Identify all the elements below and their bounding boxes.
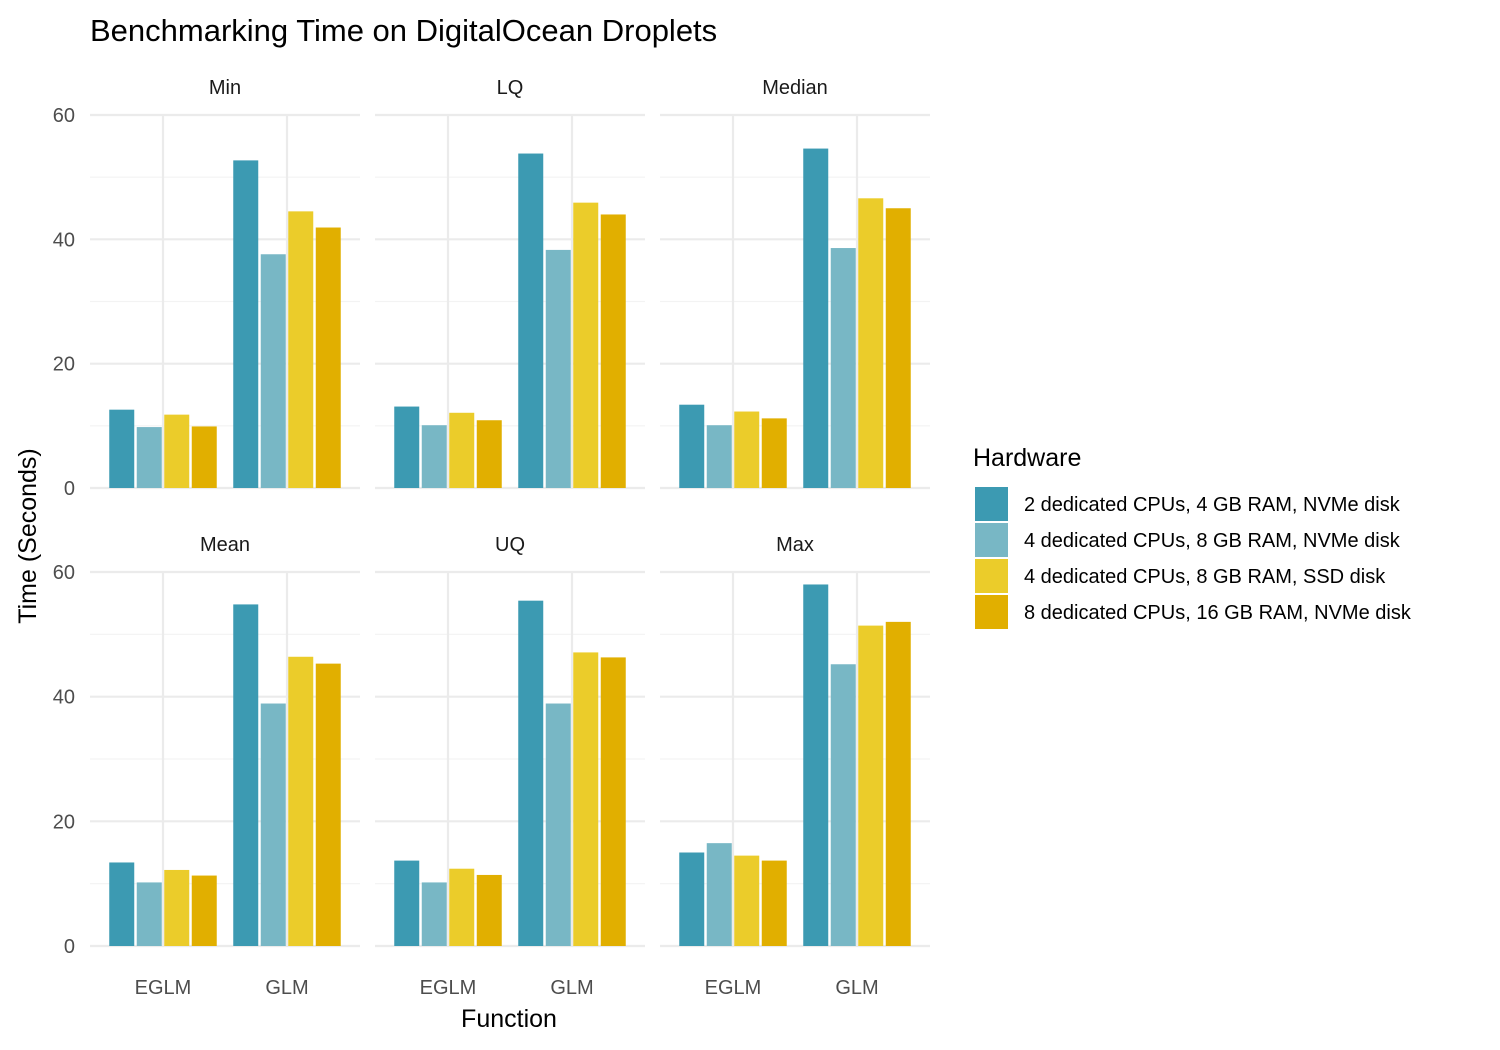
y-tick-label: 40 [53,229,75,251]
bar-min-glm-s2 [260,254,286,488]
legend-item: 4 dedicated CPUs, 8 GB RAM, NVMe disk [975,523,1401,557]
y-tick-label: 0 [64,936,75,958]
legend-key [975,595,1008,629]
facet-panel-mean: Mean 0 20 40 60 EGLM GLM [53,534,360,999]
y-tick-label: 40 [53,687,75,709]
bar-mean-glm-s4 [315,663,341,946]
bar-uq-glm-s1 [518,600,544,946]
legend-key [975,559,1008,593]
legend-title: Hardware [973,444,1081,472]
legend-item: 4 dedicated CPUs, 8 GB RAM, SSD disk [975,559,1386,593]
facet-panel-lq: LQ [375,77,645,490]
bar-mean-glm-s3 [288,656,314,946]
bar-uq-glm-s3 [573,652,599,946]
bar-min-glm-s4 [315,227,341,488]
y-tick-label: 0 [64,478,75,500]
bar-max-glm-s2 [830,664,856,946]
bar-max-glm-s3 [858,625,884,946]
bar-max-eglm-s1 [679,852,705,946]
bar-uq-eglm-s4 [476,874,502,946]
bar-max-glm-s4 [885,621,911,946]
bar-median-glm-s2 [830,248,856,488]
facet-panel-median: Median [660,77,930,490]
bar-mean-eglm-s3 [164,869,190,946]
bar-min-glm-s3 [288,211,314,489]
bar-uq-eglm-s2 [421,882,447,946]
y-tick-label: 20 [53,354,75,376]
bar-uq-eglm-s1 [394,860,420,946]
legend-label: 2 dedicated CPUs, 4 GB RAM, NVMe disk [1024,494,1401,516]
x-tick-label: EGLM [420,977,477,999]
facet-panel-min: Min 0 20 40 60 [53,77,360,500]
legend: Hardware 2 dedicated CPUs, 4 GB RAM, NVM… [973,444,1412,629]
chart-title: Benchmarking Time on DigitalOcean Drople… [90,13,717,48]
bar-uq-glm-s2 [545,703,571,946]
bar-min-eglm-s2 [136,427,162,488]
facet-strip-label: UQ [495,534,525,556]
facet-strip-label: Mean [200,534,250,556]
bar-lq-glm-s3 [573,202,599,488]
x-tick-label: GLM [550,977,593,999]
bar-max-glm-s1 [803,584,829,946]
bar-median-eglm-s1 [679,404,705,488]
bar-lq-eglm-s4 [476,420,502,488]
bar-mean-eglm-s4 [191,875,217,946]
legend-label: 8 dedicated CPUs, 16 GB RAM, NVMe disk [1024,602,1412,624]
bar-min-eglm-s3 [164,414,190,488]
legend-item: 8 dedicated CPUs, 16 GB RAM, NVMe disk [975,595,1412,629]
legend-label: 4 dedicated CPUs, 8 GB RAM, NVMe disk [1024,530,1401,552]
bar-mean-glm-s1 [233,604,259,946]
bar-median-glm-s1 [803,148,829,488]
y-tick-label: 60 [53,562,75,584]
bar-uq-glm-s4 [600,657,626,946]
bar-median-glm-s3 [858,198,884,489]
x-axis-label: Function [461,1005,557,1033]
bar-lq-eglm-s1 [394,406,420,488]
y-tick-label: 60 [53,105,75,127]
bar-max-eglm-s3 [734,855,760,946]
bar-median-glm-s4 [885,208,911,488]
facet-strip-label: Min [209,77,241,99]
legend-key [975,487,1008,521]
x-tick-label: EGLM [135,977,192,999]
bar-median-eglm-s4 [761,418,787,488]
legend-item: 2 dedicated CPUs, 4 GB RAM, NVMe disk [975,487,1401,521]
x-tick-label: GLM [835,977,878,999]
bar-lq-eglm-s2 [421,425,447,488]
bar-mean-eglm-s2 [136,882,162,946]
bar-min-glm-s1 [233,160,259,488]
bar-median-eglm-s2 [706,425,732,488]
bar-mean-eglm-s1 [109,862,135,946]
x-tick-label: GLM [265,977,308,999]
facet-strip-label: Max [776,534,814,556]
bar-lq-eglm-s3 [449,412,475,488]
bar-median-eglm-s3 [734,411,760,488]
bar-lq-glm-s2 [545,249,571,488]
legend-key [975,523,1008,557]
facet-strip-label: LQ [497,77,524,99]
facet-panel-uq: UQ EGLM GLM [375,534,645,999]
facet-panel-max: Max EGLM GLM [660,534,930,999]
bar-min-eglm-s1 [109,409,135,488]
bar-lq-glm-s1 [518,153,544,489]
bar-lq-glm-s4 [600,214,626,488]
facet-strip-label: Median [762,77,828,99]
legend-label: 4 dedicated CPUs, 8 GB RAM, SSD disk [1024,566,1386,588]
bar-uq-eglm-s3 [449,868,475,946]
bar-max-eglm-s2 [706,843,732,946]
bar-min-eglm-s4 [191,426,217,488]
facet-panels: Min 0 20 40 60 LQ Median Mean 0 20 40 60 EGLM GLM UQ EG… [53,77,930,999]
bar-mean-glm-s2 [260,703,286,946]
y-axis-label: Time (Seconds) [14,448,42,624]
x-tick-label: EGLM [705,977,762,999]
bar-max-eglm-s4 [761,860,787,946]
y-tick-label: 20 [53,811,75,833]
